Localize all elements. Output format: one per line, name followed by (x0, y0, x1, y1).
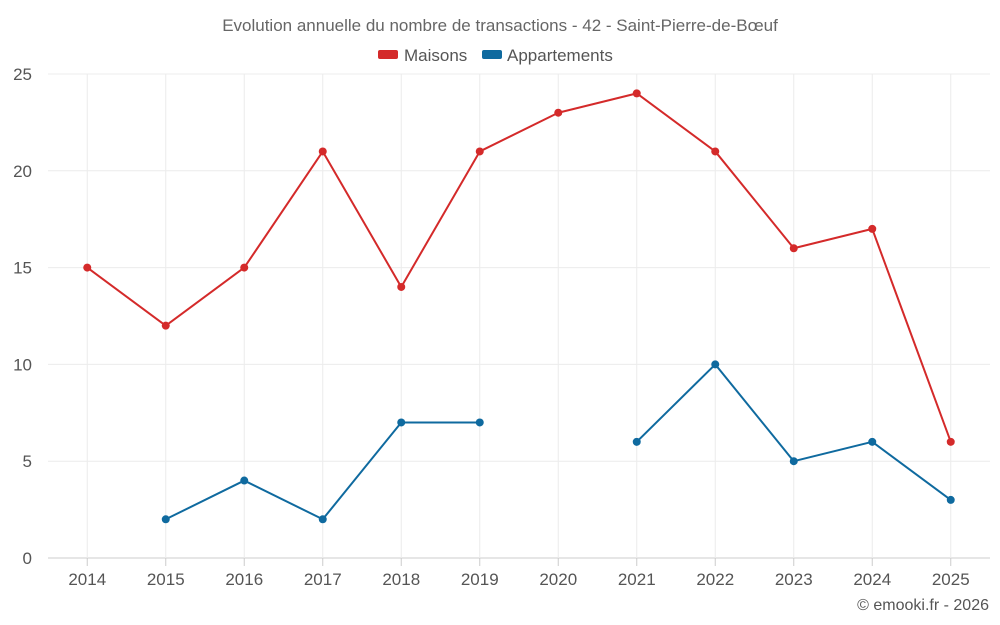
point-maisons-2022[interactable] (711, 147, 720, 156)
x-tick-label-2015: 2015 (147, 570, 185, 589)
point-maisons-2015[interactable] (161, 321, 170, 330)
point-appartements-2015[interactable] (161, 515, 170, 524)
legend-swatch-appartements (482, 50, 502, 59)
legend-item-appartements[interactable]: Appartements (482, 46, 613, 65)
y-tick-label-5: 5 (23, 452, 32, 471)
point-appartements-2023[interactable] (789, 457, 798, 466)
point-maisons-2016[interactable] (240, 263, 249, 272)
x-tick-label-2024: 2024 (853, 570, 891, 589)
point-maisons-2024[interactable] (868, 224, 877, 233)
chart-title: Evolution annuelle du nombre de transact… (222, 16, 778, 35)
series-maisons (83, 89, 955, 446)
y-tick-label-20: 20 (13, 162, 32, 181)
legend-label-maisons: Maisons (404, 46, 467, 65)
legend-item-maisons[interactable]: Maisons (378, 46, 467, 65)
point-maisons-2020[interactable] (554, 108, 563, 117)
x-tick-label-2023: 2023 (775, 570, 813, 589)
grid (48, 73, 990, 559)
point-maisons-2023[interactable] (789, 244, 798, 253)
x-tick-label-2014: 2014 (68, 570, 106, 589)
point-appartements-2017[interactable] (318, 515, 327, 524)
point-appartements-2021[interactable] (632, 437, 641, 446)
x-tick-label-2021: 2021 (618, 570, 656, 589)
y-tick-label-0: 0 (23, 549, 32, 568)
point-appartements-2022[interactable] (711, 360, 720, 369)
y-tick-label-25: 25 (13, 65, 32, 84)
point-maisons-2025[interactable] (946, 437, 955, 446)
legend-swatch-maisons (378, 50, 398, 59)
y-tick-label-10: 10 (13, 355, 32, 374)
credit: © emooki.fr - 2026 (857, 597, 989, 614)
point-maisons-2017[interactable] (318, 147, 327, 156)
point-appartements-2016[interactable] (240, 476, 249, 485)
x-tick-label-2020: 2020 (539, 570, 577, 589)
x-tick-label-2016: 2016 (225, 570, 263, 589)
x-tick-label-2018: 2018 (382, 570, 420, 589)
point-appartements-2024[interactable] (868, 437, 877, 446)
point-maisons-2014[interactable] (83, 263, 92, 272)
point-maisons-2021[interactable] (632, 89, 641, 98)
point-appartements-2019[interactable] (475, 418, 484, 427)
series-layer (83, 89, 955, 524)
series-line-maisons (86, 92, 952, 443)
x-tick-label-2025: 2025 (932, 570, 970, 589)
point-maisons-2018[interactable] (397, 282, 406, 291)
x-axis: 2014 2015 2016 2017 2018 2019 2020 2021 2022 2023… (68, 558, 970, 589)
y-tick-label-15: 15 (13, 259, 32, 278)
point-maisons-2019[interactable] (475, 147, 484, 156)
x-tick-label-2019: 2019 (461, 570, 499, 589)
x-tick-label-2022: 2022 (696, 570, 734, 589)
point-appartements-2018[interactable] (397, 418, 406, 427)
point-appartements-2025[interactable] (946, 495, 955, 504)
y-axis: 0 5 10 15 20 25 (13, 65, 32, 568)
x-tick-label-2017: 2017 (304, 570, 342, 589)
legend: Maisons Appartements (378, 46, 613, 65)
legend-label-appartements: Appartements (507, 46, 613, 65)
series-appartements (161, 360, 955, 524)
